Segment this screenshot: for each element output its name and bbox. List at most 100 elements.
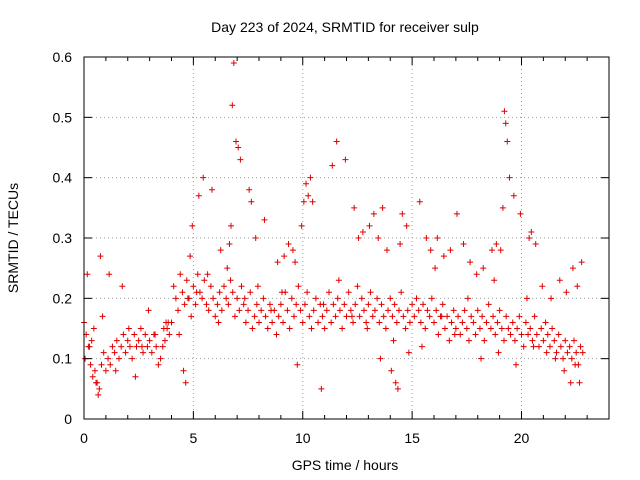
data-point xyxy=(417,319,424,326)
data-point xyxy=(299,319,306,326)
data-point xyxy=(577,343,584,350)
data-point xyxy=(448,319,455,326)
data-point xyxy=(256,319,262,326)
data-point xyxy=(566,343,573,350)
data-point xyxy=(355,235,362,241)
data-point xyxy=(90,325,97,332)
data-point xyxy=(118,343,125,350)
data-point xyxy=(235,144,242,151)
data-point xyxy=(446,337,453,344)
data-point xyxy=(182,379,189,386)
data-point xyxy=(264,325,271,332)
x-tick-label: 15 xyxy=(404,430,420,446)
data-point xyxy=(231,313,238,320)
data-point xyxy=(248,198,255,205)
data-point xyxy=(195,192,202,199)
data-point xyxy=(208,186,215,193)
data-point xyxy=(204,271,211,278)
data-point xyxy=(229,102,236,109)
data-point xyxy=(390,337,397,344)
data-point xyxy=(359,228,366,235)
data-point xyxy=(399,210,406,217)
data-point xyxy=(113,337,120,344)
data-point xyxy=(567,379,574,386)
data-point xyxy=(289,247,296,254)
data-point xyxy=(176,331,183,338)
data-point xyxy=(160,325,167,332)
data-points xyxy=(81,60,586,398)
data-point xyxy=(499,204,506,211)
data-point xyxy=(466,337,472,344)
data-point xyxy=(240,301,247,308)
data-point xyxy=(233,138,240,145)
data-point xyxy=(333,138,340,145)
data-point xyxy=(513,361,520,368)
data-point xyxy=(543,349,550,356)
data-point xyxy=(367,289,374,296)
data-point xyxy=(170,283,177,290)
data-point xyxy=(352,301,359,308)
data-point xyxy=(159,343,166,350)
data-point xyxy=(427,247,434,254)
data-point xyxy=(546,343,553,350)
data-point xyxy=(241,295,248,302)
data-point xyxy=(223,295,230,302)
data-point xyxy=(529,337,536,344)
data-point xyxy=(184,295,191,302)
data-point xyxy=(406,319,413,326)
data-point xyxy=(294,361,301,368)
y-tick-label: 0.3 xyxy=(53,230,73,246)
data-point xyxy=(523,295,530,302)
data-point xyxy=(502,120,509,127)
data-point xyxy=(342,156,349,163)
data-point xyxy=(369,313,376,320)
data-point xyxy=(491,277,498,284)
data-point xyxy=(533,331,540,338)
data-point xyxy=(120,331,127,338)
data-point xyxy=(573,349,580,356)
data-point xyxy=(439,301,446,308)
data-point xyxy=(116,355,122,362)
data-point xyxy=(183,277,190,284)
data-point xyxy=(345,289,352,296)
data-point xyxy=(194,271,201,278)
data-point xyxy=(461,307,468,314)
data-point xyxy=(341,301,348,308)
x-tick-label: 20 xyxy=(514,430,530,446)
data-point xyxy=(459,319,466,326)
data-point xyxy=(106,271,113,278)
x-tick-label: 0 xyxy=(80,430,88,446)
data-point xyxy=(309,198,316,205)
data-point xyxy=(298,222,305,229)
data-point xyxy=(374,295,381,302)
data-point xyxy=(142,331,149,338)
data-point xyxy=(506,174,513,181)
x-axis-label: GPS time / hours xyxy=(292,457,399,473)
data-point xyxy=(131,331,138,338)
data-point xyxy=(350,319,357,326)
data-point xyxy=(435,331,442,338)
data-point xyxy=(379,204,386,211)
data-point xyxy=(140,349,147,356)
data-point xyxy=(161,337,168,344)
data-point xyxy=(307,174,314,181)
data-point xyxy=(258,307,265,314)
data-point xyxy=(490,313,497,320)
data-point xyxy=(122,349,129,356)
data-point xyxy=(539,283,546,290)
data-point xyxy=(424,307,431,314)
data-point xyxy=(301,301,308,308)
data-point xyxy=(434,235,441,241)
data-point xyxy=(225,301,232,308)
data-point xyxy=(146,337,153,344)
data-point xyxy=(494,319,501,326)
data-point xyxy=(172,295,179,302)
data-point xyxy=(285,241,292,248)
data-point xyxy=(155,361,162,368)
data-point xyxy=(518,331,525,338)
data-point xyxy=(332,313,339,320)
data-point xyxy=(266,301,273,308)
data-point xyxy=(464,295,471,302)
data-point xyxy=(335,277,342,284)
data-point xyxy=(472,331,479,338)
